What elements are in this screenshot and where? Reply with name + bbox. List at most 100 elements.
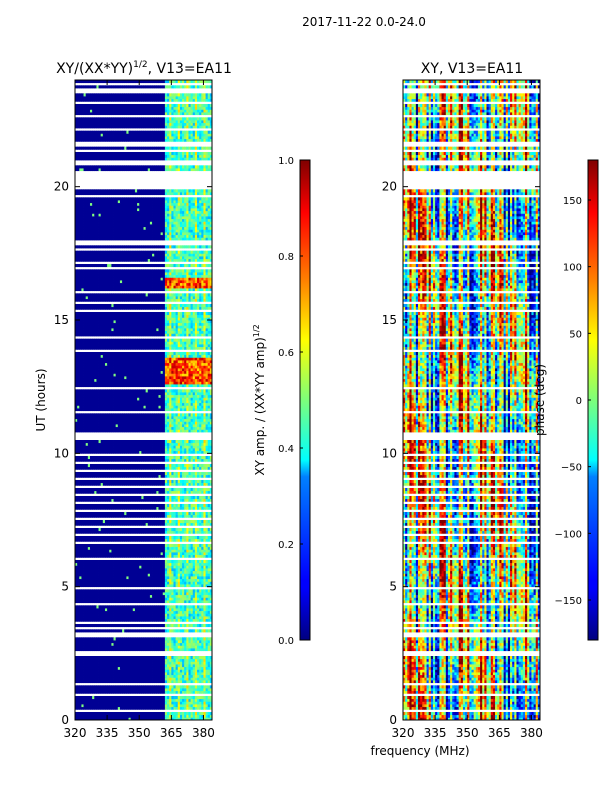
left-heatmap-cell [179,637,183,641]
left-heatmap-cell [107,610,110,614]
left-heatmap-cell [188,605,191,609]
left-heatmap-cell [85,538,89,542]
left-heatmap-cell [160,480,164,484]
left-heatmap-cell [160,560,164,564]
left-heatmap-cell [179,488,183,492]
left-heatmap-cell [190,584,194,588]
left-heatmap-cell [107,448,110,452]
left-heatmap-cell [81,573,84,577]
left-heatmap-cell [141,568,144,572]
left-heatmap-cell [137,658,140,662]
left-heatmap-cell [100,661,104,665]
left-heatmap-cell [79,600,82,604]
left-heatmap-cell [199,589,202,593]
left-heatmap-cell [111,594,114,598]
left-heatmap-cell [203,578,206,582]
left-heatmap-cell [137,496,140,500]
left-heatmap-cell [171,464,174,468]
left-heatmap-cell [122,480,125,484]
left-heatmap-cell [162,448,166,452]
left-heatmap-cell [115,672,119,676]
left-heatmap-cell [143,597,147,601]
left-heatmap-cell [81,698,84,702]
left-heatmap-cell [115,629,119,633]
left-heatmap-cell [186,466,189,470]
left-heatmap-cell [145,613,149,617]
left-heatmap-cell [145,536,149,540]
left-heatmap-cell [111,645,114,649]
left-heatmap-cell [184,544,187,548]
left-heatmap-cell [190,688,194,692]
left-heatmap-cell [87,618,91,622]
left-heatmap-cell [104,664,108,668]
left-heatmap-cell [190,712,194,716]
left-heatmap-cell [126,648,129,652]
left-heatmap-cell [89,677,93,681]
left-heatmap-cell [83,549,87,553]
left-heatmap-cell [134,690,138,694]
left-heatmap-cell [113,568,117,572]
left-heatmap-cell [104,560,108,564]
left-heatmap-cell [145,605,149,609]
left-heatmap-cell [98,589,102,593]
left-heatmap-cell [126,672,129,676]
left-heatmap-cell [132,512,136,516]
left-heatmap-cell [164,456,168,460]
left-heatmap-cell [169,592,172,596]
left-heatmap-cell [77,474,80,478]
left-heatmap-cell [92,456,95,460]
left-heatmap-cell [171,706,174,710]
left-heatmap-cell [113,610,117,614]
left-heatmap-cell [177,560,181,564]
left-heatmap-cell [209,584,212,588]
left-heatmap-cell [117,666,121,670]
left-heatmap-cell [186,512,189,516]
left-heatmap-cell [162,528,166,532]
left-heatmap-cell [102,594,106,598]
left-heatmap-cell [128,464,132,468]
left-heatmap-cell [104,645,108,649]
left-heatmap-cell [134,714,138,718]
left-heatmap-cell [171,637,174,641]
left-heatmap-cell [115,474,119,478]
left-heatmap-cell [94,674,97,678]
left-heatmap-cell [152,448,155,452]
left-heatmap-cell [149,530,153,534]
left-heatmap-cell [158,680,162,684]
left-heatmap-cell [173,661,177,665]
left-heatmap-cell [83,472,87,476]
left-heatmap-cell [171,672,174,676]
left-heatmap-cell [186,480,189,484]
left-heatmap-cell [173,624,177,628]
left-heatmap-cell [92,498,95,502]
left-heatmap-cell [194,672,198,676]
left-heatmap-cell [79,714,82,718]
left-heatmap-cell [81,498,84,502]
left-heatmap-cell [143,677,147,681]
left-heatmap-cell [102,706,106,710]
left-heatmap-cell [175,562,179,566]
left-heatmap-cell [132,685,136,689]
left-heatmap-cell [201,629,204,633]
left-heatmap-cell [175,482,179,486]
left-heatmap-cell [188,488,191,492]
left-heatmap-cell [130,661,134,665]
left-heatmap-cell [184,480,187,484]
left-heatmap-cell [104,464,108,468]
left-heatmap-cell [109,549,112,553]
left-heatmap-cell [132,610,136,614]
left-heatmap-cell [111,560,114,564]
left-heatmap-cell [158,624,162,628]
left-heatmap-cell [107,698,110,702]
left-heatmap-cell [175,704,179,708]
left-heatmap-cell [205,605,209,609]
left-heatmap-cell [98,498,102,502]
left-heatmap-cell [201,578,204,582]
left-heatmap-cell [96,584,99,588]
left-heatmap-cell [158,530,162,534]
left-heatmap-cell [124,712,127,716]
left-heatmap-cell [173,552,177,556]
left-heatmap-cell [167,680,170,684]
left-heatmap-cell [179,578,183,582]
left-heatmap-cell [134,578,138,582]
